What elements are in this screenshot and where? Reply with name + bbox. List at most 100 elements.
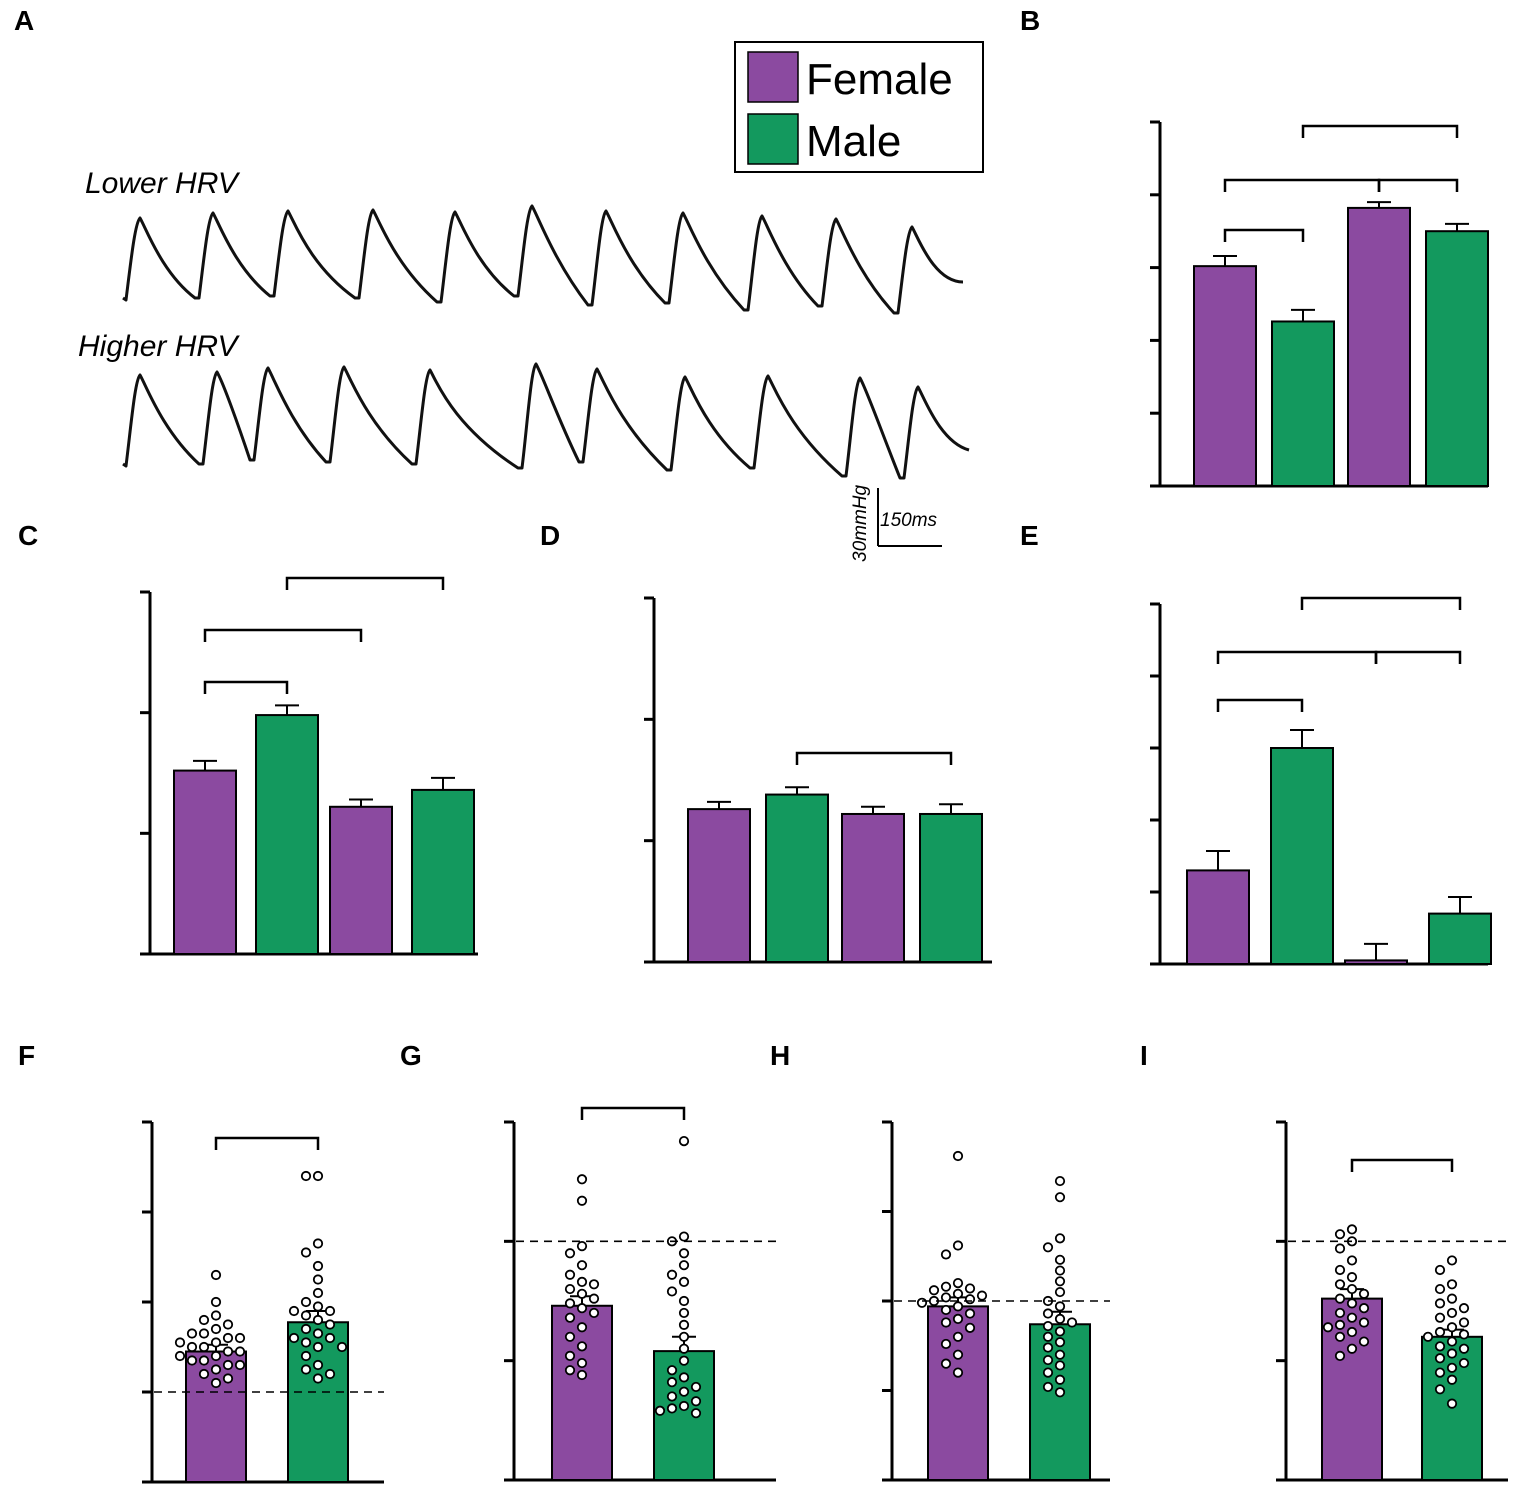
- data-point: [1446, 1307, 1458, 1319]
- charts: [140, 120, 1508, 1484]
- pressure-trace-lower-hrv: [122, 204, 964, 315]
- panel-label-i: I: [1140, 1040, 1148, 1071]
- data-point: [940, 1249, 952, 1260]
- data-point: [576, 1174, 588, 1185]
- data-point: [1054, 1276, 1066, 1287]
- data-point: [222, 1373, 234, 1384]
- bar-female-nsf: [1344, 959, 1408, 966]
- data-point: [1458, 1303, 1470, 1314]
- data-point: [1358, 1317, 1370, 1328]
- data-point: [198, 1355, 210, 1366]
- data-point: [1334, 1229, 1346, 1240]
- data-point: [1054, 1175, 1066, 1187]
- data-point: [678, 1400, 690, 1412]
- bar-male-basal: [1270, 747, 1334, 965]
- data-point: [1346, 1283, 1358, 1295]
- data-point: [564, 1298, 576, 1309]
- data-point: [1346, 1272, 1358, 1283]
- data-point: [312, 1359, 324, 1371]
- panel-label-b: B: [1020, 5, 1040, 36]
- data-point: [1422, 1331, 1434, 1342]
- significance-bracket: [580, 1106, 686, 1120]
- data-point: [678, 1260, 690, 1271]
- data-point: [312, 1170, 324, 1182]
- data-point: [210, 1337, 222, 1348]
- data-point: [312, 1301, 324, 1312]
- data-point: [312, 1287, 324, 1299]
- data-point: [324, 1305, 336, 1317]
- data-point: [1346, 1298, 1358, 1309]
- data-point: [928, 1285, 940, 1296]
- data-point: [312, 1373, 324, 1384]
- significance-bracket: [203, 628, 363, 642]
- data-point: [690, 1396, 702, 1407]
- data-point: [678, 1135, 690, 1147]
- data-point: [1066, 1317, 1078, 1328]
- data-point: [564, 1283, 576, 1295]
- bar-male-basal: [255, 714, 319, 956]
- data-point: [1334, 1264, 1346, 1276]
- data-point: [1446, 1293, 1458, 1304]
- data-point: [312, 1341, 324, 1353]
- panel-d-chart: [644, 596, 992, 964]
- data-point: [222, 1319, 234, 1330]
- data-point: [564, 1312, 576, 1323]
- data-point: [576, 1276, 588, 1288]
- data-point: [1042, 1320, 1054, 1332]
- data-point: [576, 1357, 588, 1369]
- panel-e-chart: [1150, 596, 1492, 966]
- data-point: [1042, 1381, 1054, 1393]
- data-point: [1042, 1331, 1054, 1342]
- scale-bar: 30mmHg 150ms: [850, 484, 942, 562]
- data-point: [1446, 1279, 1458, 1290]
- data-point: [198, 1328, 210, 1339]
- data-point: [564, 1269, 576, 1280]
- data-point: [1358, 1336, 1370, 1347]
- data-point: [678, 1372, 690, 1383]
- data-point: [186, 1341, 198, 1353]
- data-point: [1434, 1353, 1446, 1364]
- legend-label-female: Female: [806, 55, 953, 104]
- data-point: [174, 1337, 186, 1348]
- data-point: [1054, 1387, 1066, 1398]
- data-point: [952, 1301, 964, 1312]
- data-point: [588, 1293, 600, 1304]
- data-point: [576, 1369, 588, 1381]
- data-point: [952, 1331, 964, 1342]
- data-point: [588, 1279, 600, 1290]
- data-point: [1446, 1374, 1458, 1385]
- data-point: [1054, 1326, 1066, 1337]
- significance-bracket: [1216, 698, 1304, 712]
- panel-label-e: E: [1020, 520, 1039, 551]
- data-point: [666, 1365, 678, 1376]
- data-point: [1346, 1326, 1358, 1338]
- data-point: [1358, 1288, 1370, 1299]
- data-point: [1042, 1342, 1054, 1353]
- bar-female-basal: [1186, 869, 1250, 966]
- pressure-trace-higher-hrv: [122, 362, 970, 480]
- significance-bracket: [1374, 650, 1462, 664]
- bar-female-nsf: [329, 805, 393, 956]
- data-point: [564, 1365, 576, 1376]
- panel-g-chart: [504, 1106, 776, 1482]
- data-point: [678, 1231, 690, 1242]
- data-point: [1458, 1357, 1470, 1369]
- data-point: [1054, 1374, 1066, 1385]
- data-point: [300, 1364, 312, 1375]
- significance-bracket: [1223, 228, 1305, 242]
- panel-label-f: F: [18, 1040, 35, 1071]
- significance-bracket: [795, 751, 953, 765]
- data-point: [576, 1260, 588, 1271]
- bar-male-basal: [765, 793, 829, 963]
- data-point: [1346, 1224, 1358, 1235]
- data-point: [576, 1241, 588, 1252]
- data-point: [1054, 1286, 1066, 1298]
- data-point: [300, 1296, 312, 1308]
- data-point: [1334, 1350, 1346, 1361]
- data-point: [1434, 1367, 1446, 1378]
- data-point: [678, 1319, 690, 1330]
- significance-bracket: [1216, 650, 1378, 664]
- data-point: [1346, 1312, 1358, 1323]
- data-point: [300, 1310, 312, 1321]
- data-point: [1334, 1243, 1346, 1254]
